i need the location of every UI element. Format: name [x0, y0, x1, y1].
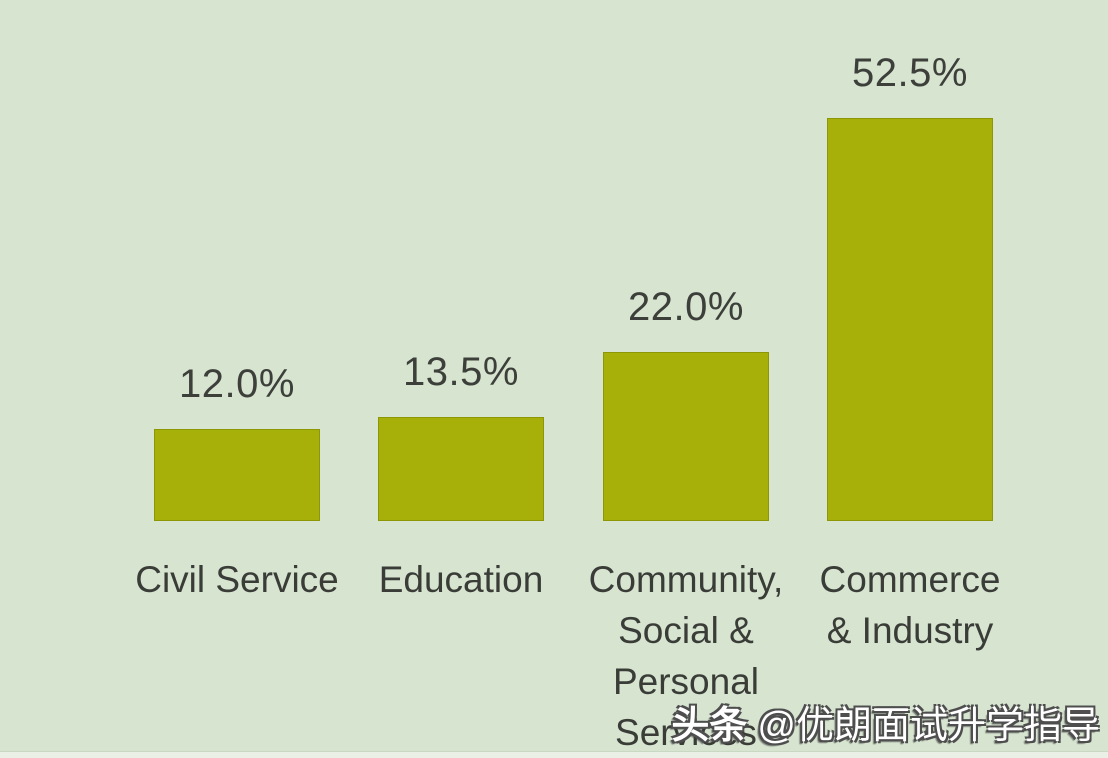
category-label-line: Civil Service — [135, 559, 339, 600]
category-label-line: Social & — [618, 610, 754, 651]
category-label: Education — [331, 554, 591, 605]
watermark: 头条 @优朗面试升学指导 — [671, 706, 1100, 746]
category-label: Civil Service — [107, 554, 367, 605]
bar-education — [378, 417, 544, 521]
category-label-line: Education — [378, 559, 544, 600]
value-label: 52.5% — [852, 51, 968, 95]
value-label: 22.0% — [628, 285, 744, 329]
category-label-line: Services — [615, 712, 757, 753]
category-label: Community, Social & Personal Services — [556, 554, 816, 758]
category-label-line: Commerce — [819, 559, 1001, 600]
bar-civil-service — [154, 429, 320, 521]
category-label-line: & Industry — [826, 610, 994, 651]
category-label-line: Community, — [588, 559, 784, 600]
value-label: 13.5% — [403, 350, 519, 394]
bar-community-social-personal-services — [603, 352, 769, 521]
bottom-edge-strip — [0, 751, 1108, 758]
value-label: 12.0% — [179, 362, 295, 406]
category-label-line: Personal — [612, 661, 760, 702]
watermark-brand-toutiao: 头条 — [671, 705, 748, 747]
category-label: Commerce & Industry — [780, 554, 1040, 656]
watermark-handle: @优朗面试升学指导 — [757, 705, 1100, 747]
bar-commerce-industry — [827, 118, 993, 521]
